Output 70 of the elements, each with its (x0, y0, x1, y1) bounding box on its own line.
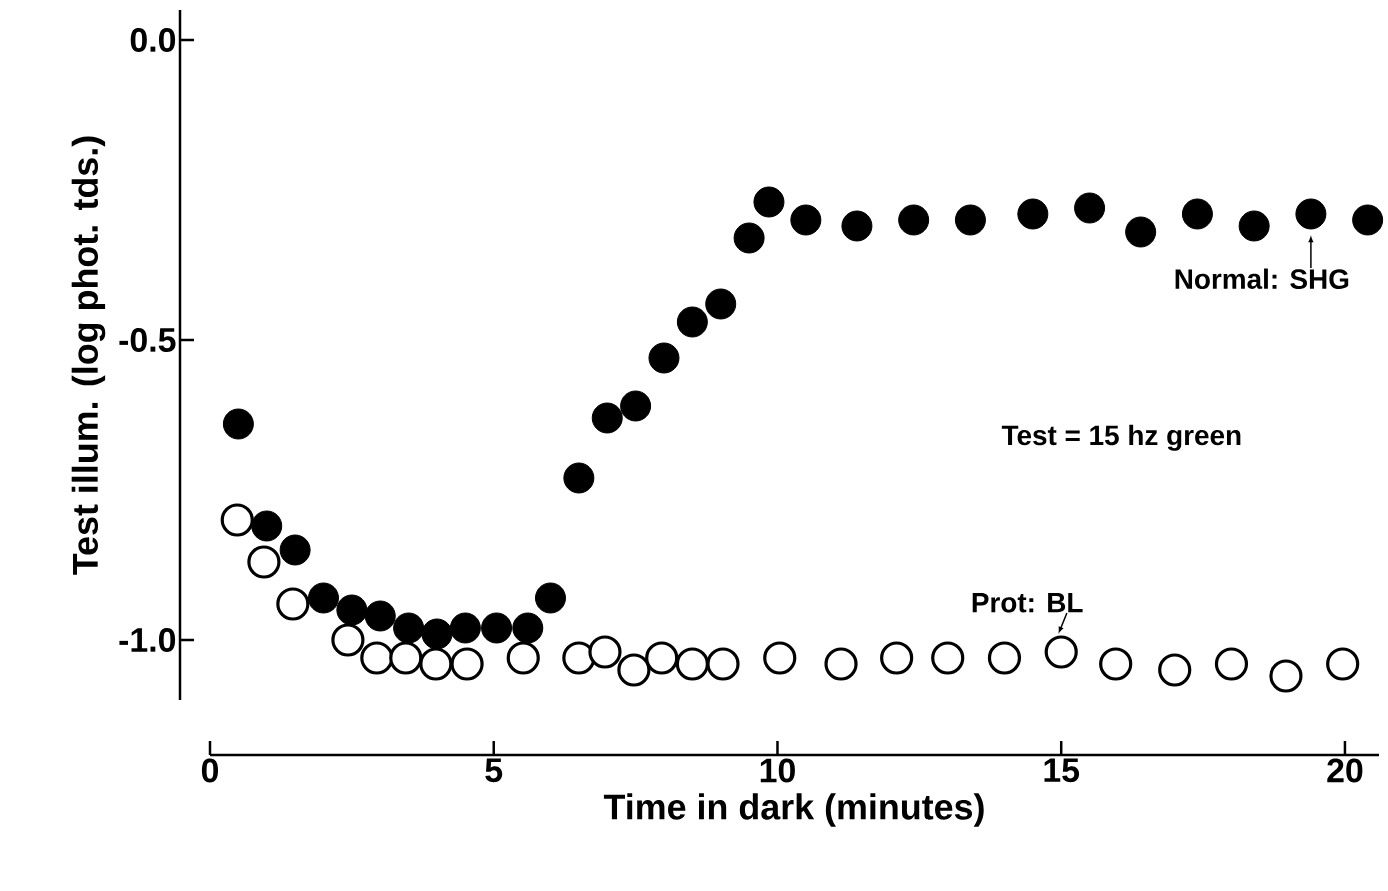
x-tick-label: 15 (1044, 758, 1080, 783)
point (931, 641, 965, 675)
point (790, 204, 822, 236)
point (987, 641, 1022, 675)
point (1158, 653, 1192, 687)
point (393, 612, 425, 644)
point (450, 647, 484, 681)
point (389, 641, 423, 675)
point (1214, 647, 1249, 681)
point (1181, 198, 1213, 230)
x-tick-label: 20 (1327, 758, 1363, 783)
point (308, 582, 339, 614)
point (648, 342, 680, 374)
point (954, 204, 986, 236)
x-axis-title: Time in dark (minutes) (603, 793, 984, 827)
annotation: Test = 15 hz green (1001, 424, 1241, 451)
point (880, 641, 914, 675)
point (276, 587, 310, 621)
point (675, 647, 709, 681)
x-tick-label: 0 (201, 758, 219, 783)
point (1326, 647, 1360, 681)
point (247, 545, 281, 579)
point (676, 306, 708, 338)
y-tick-label: 0.0 (130, 27, 176, 52)
y-tick-label: -1.0 (119, 628, 176, 652)
point (562, 641, 596, 675)
point (1125, 216, 1157, 248)
point (331, 623, 365, 657)
point (534, 582, 566, 614)
point (898, 204, 930, 236)
point (449, 612, 481, 644)
point (220, 503, 254, 537)
point (364, 600, 396, 632)
point (1295, 198, 1327, 230)
point (753, 186, 785, 218)
y-axis-title: Test illum. (log phot. tds.) (71, 136, 106, 575)
point (419, 647, 453, 681)
point (645, 641, 679, 675)
point (1269, 659, 1303, 693)
y-tick-label: -0.5 (119, 328, 176, 352)
point (222, 408, 254, 440)
point (336, 594, 368, 626)
point (1044, 635, 1078, 669)
point (421, 618, 453, 650)
point (620, 390, 652, 422)
x-tick-label: 5 (485, 758, 503, 783)
point (251, 510, 283, 542)
point (706, 647, 740, 681)
point (1238, 210, 1270, 242)
point (563, 462, 595, 494)
point (705, 288, 737, 320)
point (506, 641, 540, 675)
point (733, 222, 765, 254)
point (588, 635, 622, 669)
point (763, 641, 797, 675)
point (1074, 192, 1106, 224)
point (1099, 647, 1133, 681)
annotation: Prot: BL (972, 593, 1083, 613)
x-tick-label: 10 (760, 758, 795, 783)
point (1352, 204, 1384, 236)
point (591, 402, 623, 434)
point (481, 612, 513, 644)
point (279, 534, 311, 566)
point (841, 210, 873, 242)
point (824, 647, 858, 681)
point (512, 612, 544, 644)
point (617, 653, 651, 687)
point (360, 641, 394, 675)
point (1017, 198, 1049, 230)
annotation: Normal: SHG (1175, 268, 1349, 289)
